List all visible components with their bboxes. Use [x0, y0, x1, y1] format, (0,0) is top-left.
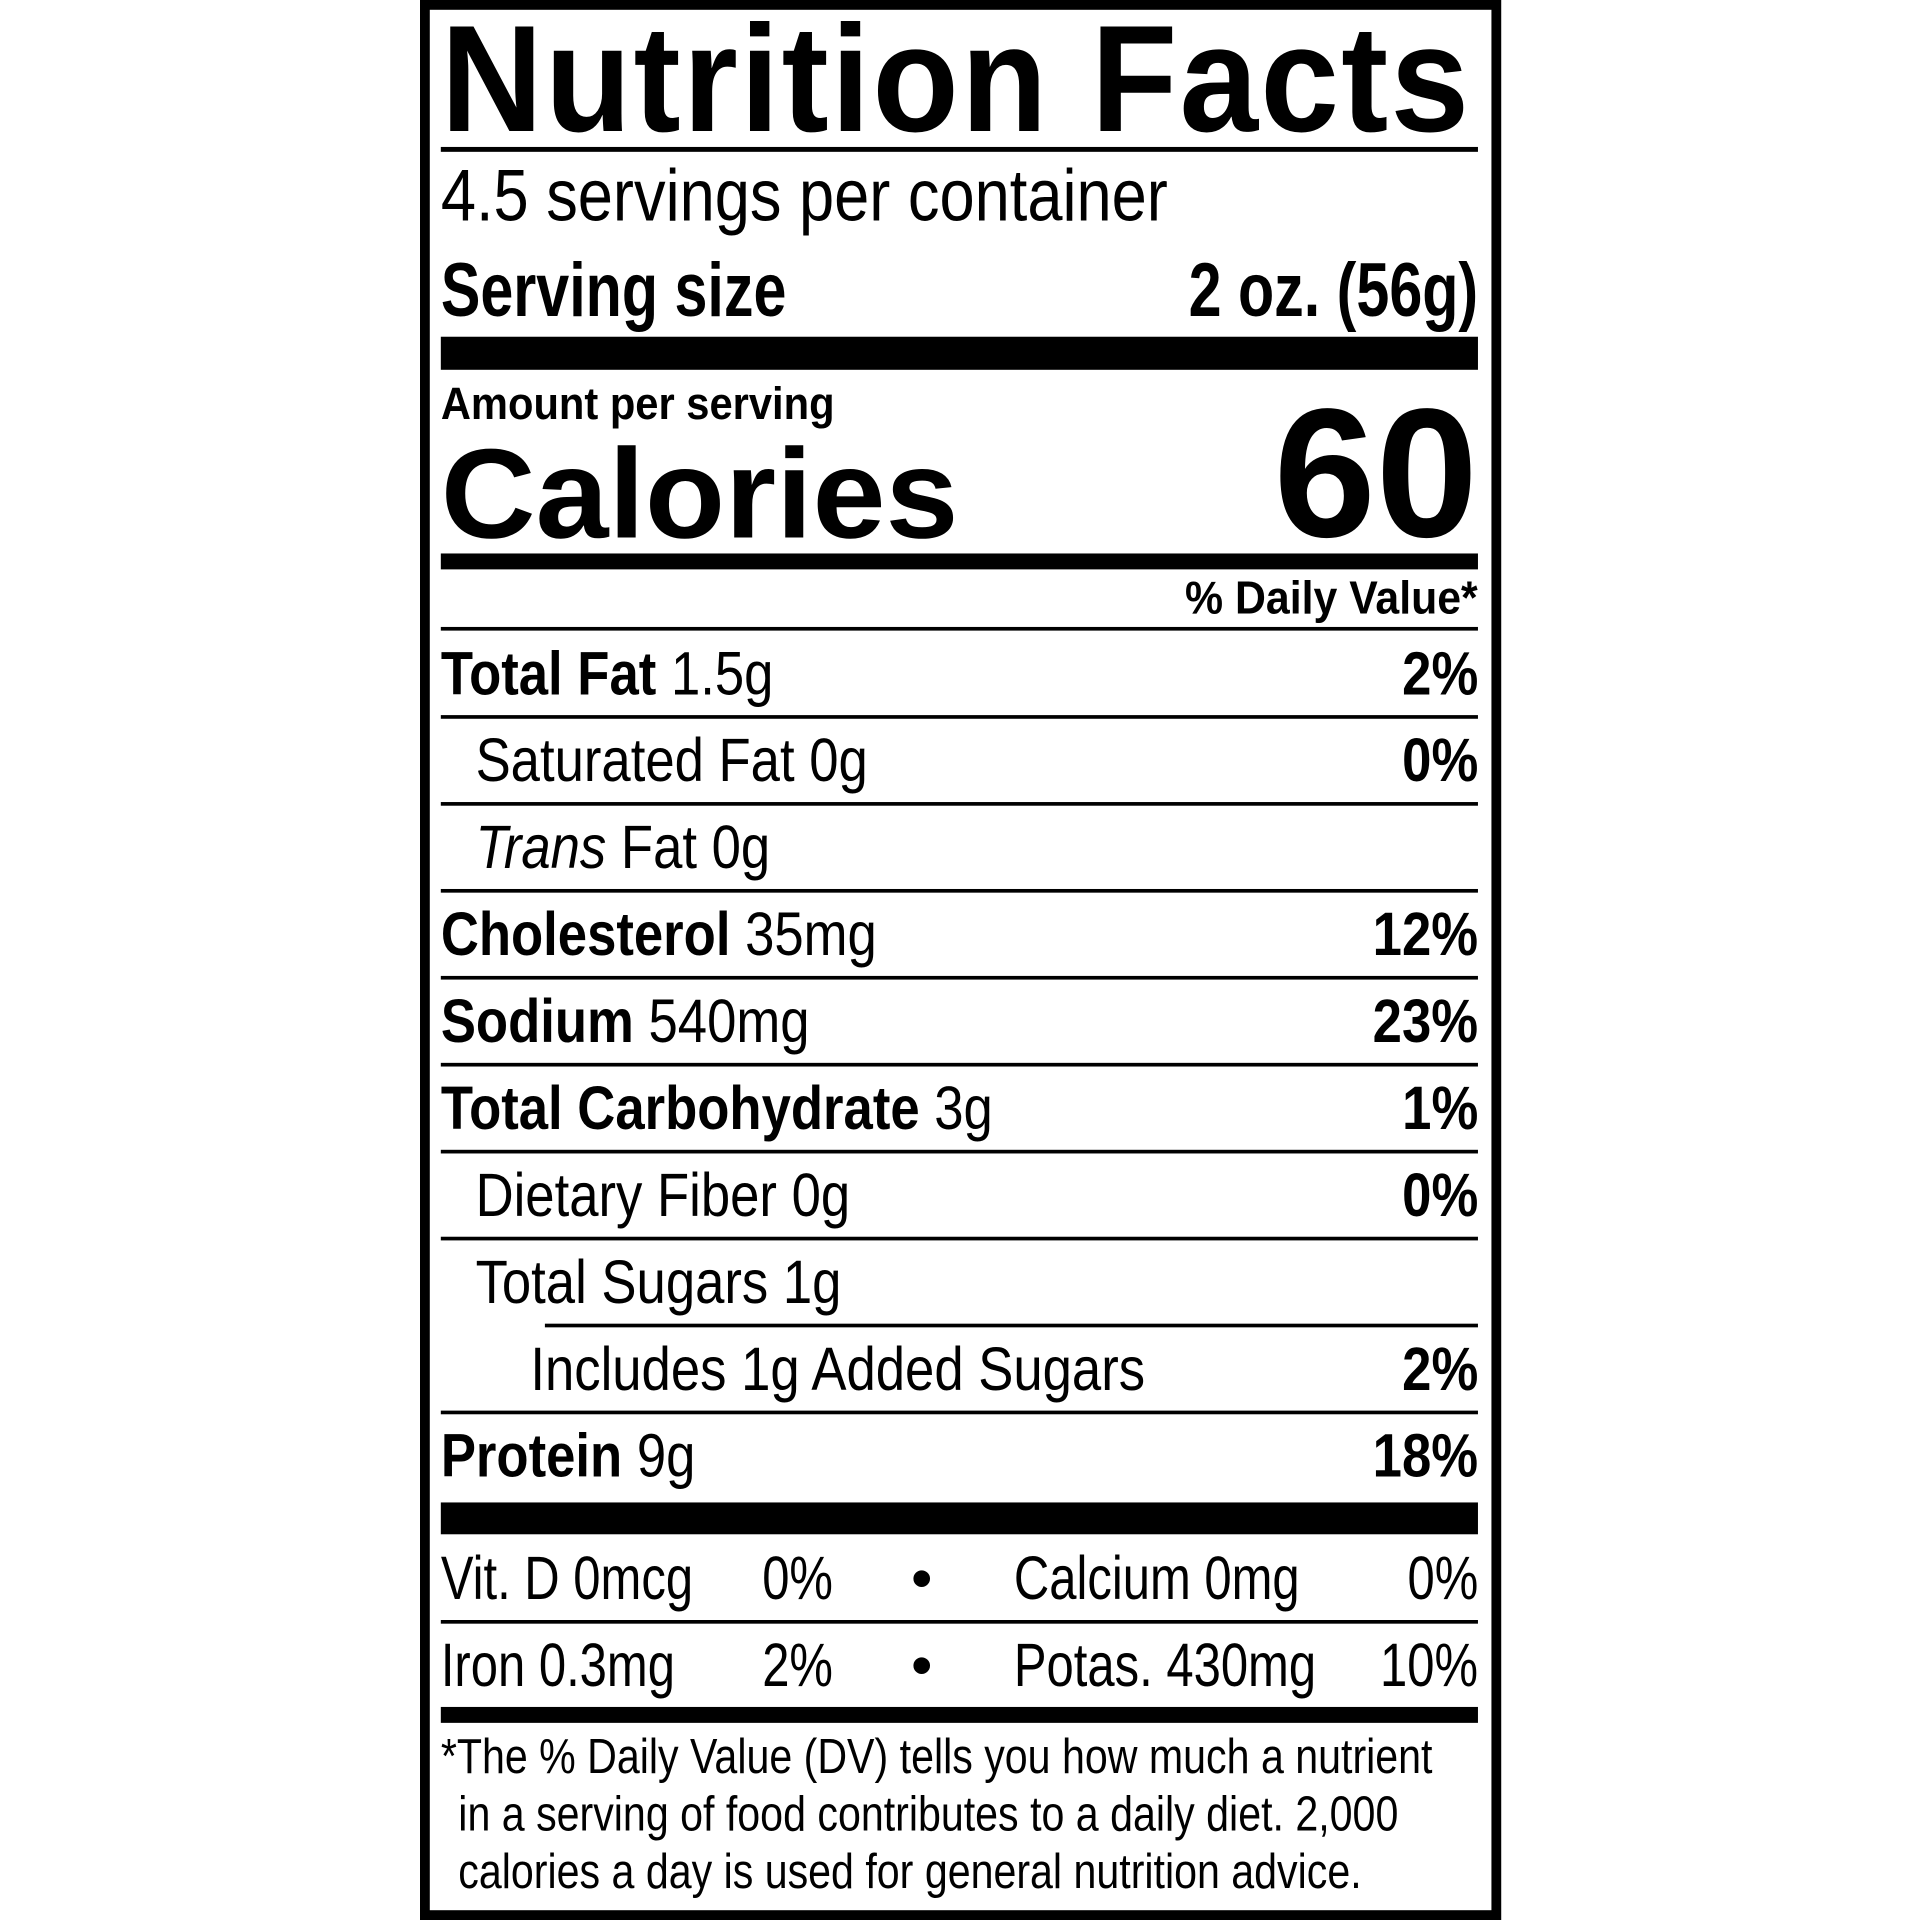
nutrient-name: Protein — [440, 1421, 623, 1491]
nutrient-row-trans-fat: Trans Fat 0g — [441, 804, 1478, 890]
nutrient-amount: 3g — [934, 1073, 993, 1143]
serving-size-value: 2 oz. (56g) — [1188, 247, 1478, 333]
nutrient-row-sodium: Sodium 540mg 23% — [441, 978, 1478, 1064]
nutrient-dv: 12% — [1372, 900, 1478, 969]
serving-size-label: Serving size — [440, 247, 787, 333]
micronutrient-dv: 0% — [761, 1544, 833, 1613]
micronutrient-dv: 0% — [1407, 1544, 1478, 1613]
nutrient-name: Saturated Fat — [475, 726, 795, 795]
medium-divider — [440, 553, 1478, 570]
divider — [440, 715, 1478, 719]
divider — [440, 1410, 1478, 1415]
nutrient-row-dietary-fiber: Dietary Fiber 0g 0% — [441, 1152, 1478, 1238]
divider — [440, 1236, 1478, 1241]
micronutrient-row: Vit. D 0mcg 0% • Calcium 0mg 0% — [441, 1537, 1478, 1620]
divider — [544, 1323, 1478, 1328]
micronutrient-name: Vit. D 0mcg — [440, 1544, 694, 1613]
nutrient-dv: 0% — [1401, 1160, 1478, 1230]
nutrient-row-total-carbohydrate: Total Carbohydrate 3g 1% — [441, 1065, 1478, 1151]
nutrient-dv: 2% — [1401, 1334, 1478, 1404]
calories-value: 60 — [1273, 369, 1478, 576]
micronutrient-dv: 10% — [1379, 1631, 1478, 1700]
divider — [440, 888, 1478, 893]
calories-row: Calories 60 — [440, 369, 1478, 576]
nutrient-row-saturated-fat: Saturated Fat 0g 0% — [441, 718, 1478, 804]
nutrient-row-added-sugars: Includes 1g Added Sugars 2% — [441, 1326, 1478, 1412]
nutrition-facts-label: Nutrition Facts 4.5 servings per contain… — [420, 0, 1502, 1920]
nutrient-dv: 1% — [1401, 1073, 1478, 1143]
nutrient-row-total-sugars: Total Sugars 1g — [441, 1239, 1478, 1325]
daily-value-header: % Daily Value* — [1185, 572, 1478, 624]
footnote-line: calories a day is used for general nutri… — [458, 1845, 1362, 1900]
nutrient-row-cholesterol: Cholesterol 35mg 12% — [441, 891, 1478, 977]
medium-divider — [440, 1706, 1478, 1723]
nutrient-name: Cholesterol — [440, 900, 731, 969]
divider — [440, 146, 1478, 152]
nutrient-name: Total Sugars — [475, 1247, 769, 1317]
nutrient-amount: 0g — [791, 1160, 851, 1230]
nutrient-amount: 0g — [711, 813, 771, 882]
bullet: • — [911, 1631, 933, 1700]
divider — [440, 1062, 1478, 1067]
serving-size-row: Serving size 2 oz. (56g) — [441, 247, 1478, 333]
thick-divider — [440, 336, 1478, 370]
nutrient-row-total-fat: Total Fat 1.5g 2% — [441, 631, 1478, 717]
micronutrient-name: Iron 0.3mg — [440, 1631, 675, 1700]
bullet: • — [911, 1544, 933, 1613]
nutrient-amount: 35mg — [745, 900, 877, 969]
label-title: Nutrition Facts — [440, 0, 1472, 165]
thick-divider — [440, 1502, 1478, 1535]
micronutrient-name: Potas. 430mg — [1013, 1631, 1317, 1700]
nutrient-dv: 23% — [1372, 986, 1478, 1056]
nutrient-name: Total Carbohydrate — [440, 1073, 920, 1143]
divider — [440, 1620, 1478, 1624]
nutrient-amount: 0g — [809, 726, 868, 795]
nutrient-name: Trans — [475, 813, 607, 882]
divider — [440, 1149, 1478, 1154]
nutrient-name: Includes 1g Added Sugars — [530, 1334, 1146, 1404]
divider — [440, 975, 1478, 980]
amount-per-serving: Amount per serving — [440, 378, 835, 429]
nutrient-amount: 540mg — [648, 986, 810, 1056]
nutrient-name: Sodium — [440, 986, 634, 1056]
footnote-line: in a serving of food contributes to a da… — [458, 1787, 1399, 1842]
divider — [440, 626, 1478, 631]
nutrient-amount: 1.5g — [670, 639, 774, 708]
divider — [440, 802, 1478, 806]
nutrient-row-protein: Protein 9g 18% — [441, 1413, 1478, 1499]
micronutrient-dv: 2% — [761, 1631, 833, 1700]
footnote: *The % Daily Value (DV) tells you how mu… — [441, 1729, 1478, 1902]
nutrient-name: Dietary Fiber — [475, 1160, 777, 1230]
nutrient-dv: 2% — [1401, 639, 1478, 708]
nutrient-amount: 1g — [782, 1247, 842, 1317]
calories-label: Calories — [440, 423, 959, 566]
nutrient-name: Total Fat — [440, 639, 657, 708]
micronutrient-name: Calcium 0mg — [1013, 1544, 1300, 1613]
footnote-line: *The % Daily Value (DV) tells you how mu… — [440, 1730, 1433, 1785]
nutrient-dv: 0% — [1401, 726, 1478, 795]
micronutrient-row: Iron 0.3mg 2% • Potas. 430mg 10% — [441, 1624, 1478, 1707]
nutrient-name-rest: Fat — [620, 813, 697, 882]
servings-per-container: 4.5 servings per container — [440, 154, 1168, 237]
nutrient-dv: 18% — [1372, 1421, 1478, 1491]
nutrient-amount: 9g — [636, 1421, 696, 1491]
